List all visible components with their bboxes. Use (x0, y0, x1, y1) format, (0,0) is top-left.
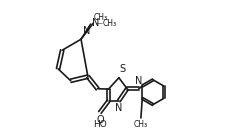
Text: N: N (135, 76, 142, 86)
Text: N: N (115, 103, 123, 113)
Text: CH₃: CH₃ (102, 19, 117, 28)
Text: N: N (92, 18, 100, 28)
Text: O: O (96, 115, 104, 125)
Text: N: N (83, 26, 90, 36)
Text: HO: HO (93, 120, 107, 129)
Text: CH₃: CH₃ (133, 120, 147, 129)
Text: S: S (120, 64, 126, 74)
Text: —: — (96, 20, 103, 26)
Text: CH₃: CH₃ (94, 13, 108, 22)
